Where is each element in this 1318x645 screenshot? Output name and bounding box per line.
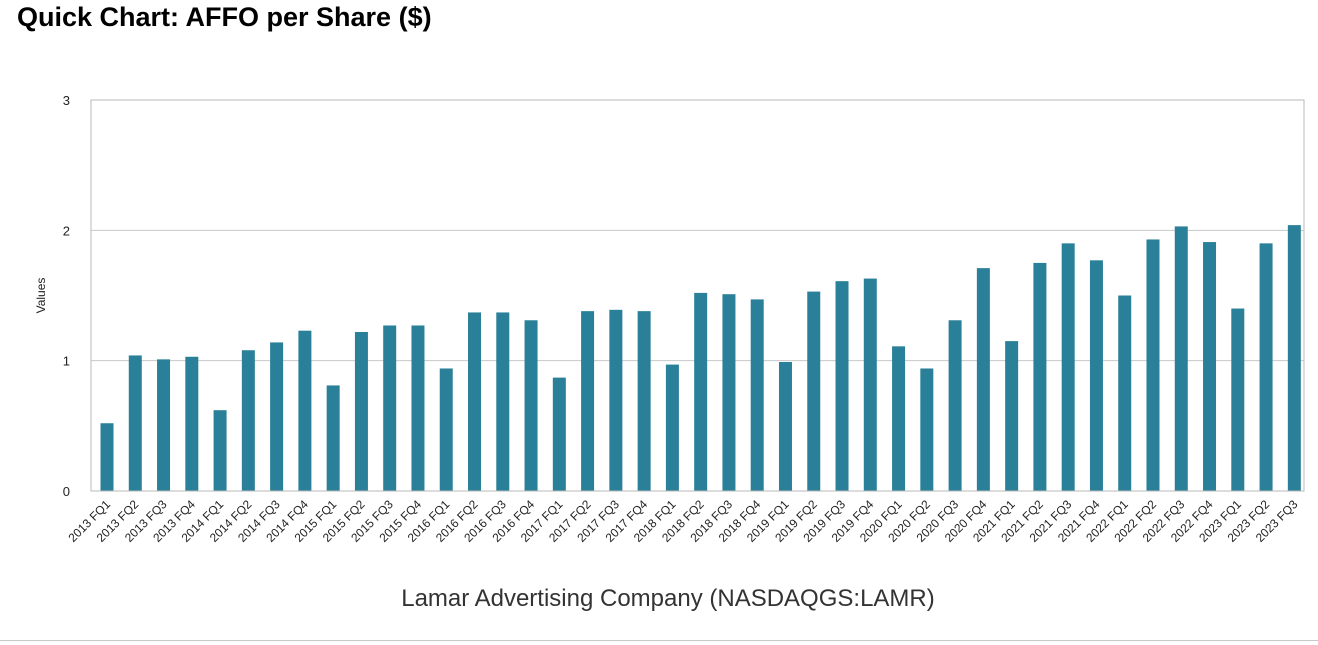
bar[interactable] — [807, 291, 821, 491]
chart-bars — [100, 225, 1301, 492]
bar[interactable] — [1005, 341, 1019, 491]
y-tick-label: 0 — [63, 484, 70, 499]
bottom-divider — [0, 640, 1318, 641]
bar[interactable] — [694, 292, 708, 491]
bar[interactable] — [1061, 243, 1075, 491]
bar[interactable] — [496, 312, 510, 491]
bar[interactable] — [241, 350, 255, 491]
bar[interactable] — [750, 299, 764, 491]
bar[interactable] — [637, 311, 651, 491]
bar[interactable] — [298, 330, 312, 491]
bar[interactable] — [552, 377, 566, 491]
bar[interactable] — [185, 356, 199, 491]
page-title: Quick Chart: AFFO per Share ($) — [17, 2, 432, 32]
y-tick-label: 2 — [63, 223, 70, 238]
bar[interactable] — [665, 364, 679, 491]
bar[interactable] — [524, 320, 538, 491]
bar[interactable] — [100, 423, 114, 491]
bar[interactable] — [1287, 225, 1301, 491]
y-axis-ticks: 0 1 2 3 — [63, 93, 70, 499]
bar[interactable] — [863, 278, 877, 491]
bar[interactable] — [948, 320, 962, 491]
bar[interactable] — [128, 355, 142, 491]
bar[interactable] — [1033, 262, 1047, 491]
chart-subtitle: Lamar Advertising Company (NASDAQGS:LAMR… — [401, 585, 935, 612]
bar[interactable] — [1089, 260, 1103, 491]
bar[interactable] — [920, 368, 934, 491]
bar[interactable] — [1174, 226, 1188, 492]
bar[interactable] — [354, 331, 368, 491]
plot-area-frame — [90, 99, 1305, 492]
bar[interactable] — [835, 281, 849, 491]
bar[interactable] — [1231, 308, 1245, 491]
bar[interactable] — [157, 359, 171, 491]
bar[interactable] — [326, 385, 340, 491]
bar[interactable] — [892, 346, 906, 491]
bar[interactable] — [468, 312, 482, 491]
bar[interactable] — [1259, 243, 1273, 491]
bar[interactable] — [270, 342, 284, 491]
bar[interactable] — [976, 268, 990, 491]
bar[interactable] — [439, 368, 453, 491]
bar[interactable] — [778, 361, 792, 491]
bar[interactable] — [1146, 239, 1160, 491]
bar[interactable] — [609, 309, 623, 491]
bar[interactable] — [1203, 242, 1217, 491]
bar[interactable] — [383, 325, 397, 491]
bar[interactable] — [213, 410, 227, 491]
bar[interactable] — [581, 311, 595, 491]
y-axis-label: Values — [34, 278, 48, 314]
bar[interactable] — [722, 294, 736, 491]
y-tick-label: 1 — [63, 354, 70, 369]
y-tick-label: 3 — [63, 93, 70, 108]
bar[interactable] — [1118, 295, 1132, 492]
bar[interactable] — [411, 325, 425, 491]
